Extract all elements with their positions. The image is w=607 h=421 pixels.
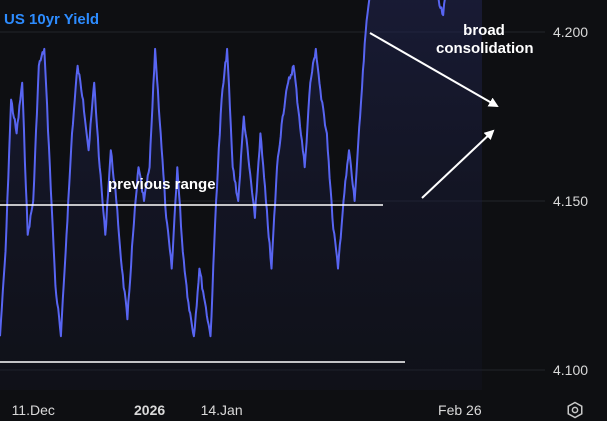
previous-range-label: previous range: [108, 176, 216, 193]
series-line: [0, 0, 446, 338]
x-tick-label: 2026: [134, 402, 165, 418]
consolidation-upper-arrow: [369, 32, 499, 107]
x-tick-label: 14.Jan: [201, 402, 243, 418]
x-tick-label: 11.Dec: [12, 402, 55, 418]
consolidation-lower-arrow: [421, 129, 495, 199]
y-tick-label: 4.150: [553, 193, 588, 209]
broad-consolidation-label-line-1: broad: [463, 22, 505, 39]
chart-title: US 10yr Yield: [4, 11, 100, 28]
broad-consolidation-label: broad consolidation: [436, 22, 534, 58]
series-area: [0, 0, 482, 390]
broad-consolidation-label-line-2: consolidation: [436, 40, 534, 57]
y-tick-label: 4.100: [553, 362, 588, 378]
y-tick-label: 4.200: [553, 24, 588, 40]
x-tick-label: Feb 26: [438, 402, 482, 418]
gear-icon[interactable]: [566, 401, 584, 419]
